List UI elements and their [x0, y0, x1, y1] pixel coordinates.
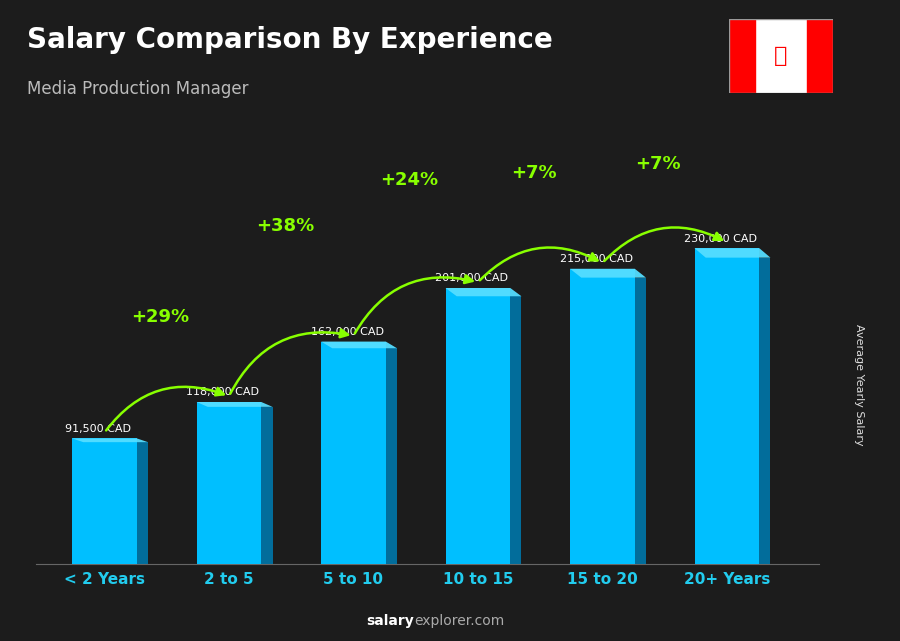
Polygon shape [196, 402, 273, 407]
Text: +7%: +7% [511, 163, 557, 181]
Polygon shape [321, 342, 386, 564]
Text: explorer.com: explorer.com [414, 614, 504, 628]
Polygon shape [570, 269, 646, 278]
Polygon shape [634, 278, 646, 564]
Polygon shape [695, 248, 760, 564]
Polygon shape [72, 438, 137, 564]
Text: salary: salary [366, 614, 414, 628]
Text: 162,000 CAD: 162,000 CAD [310, 327, 383, 337]
Polygon shape [72, 438, 148, 442]
Polygon shape [386, 348, 397, 564]
Text: 215,000 CAD: 215,000 CAD [560, 254, 633, 264]
Polygon shape [321, 342, 397, 348]
Text: 201,000 CAD: 201,000 CAD [436, 273, 508, 283]
Polygon shape [446, 288, 521, 296]
Polygon shape [695, 248, 770, 258]
Polygon shape [261, 407, 273, 564]
Text: +24%: +24% [381, 171, 438, 189]
Polygon shape [137, 442, 148, 564]
Text: 91,500 CAD: 91,500 CAD [65, 424, 131, 434]
Bar [729, 19, 755, 93]
Polygon shape [446, 288, 510, 564]
Text: +38%: +38% [256, 217, 314, 235]
Text: Salary Comparison By Experience: Salary Comparison By Experience [27, 26, 553, 54]
Text: +7%: +7% [635, 154, 681, 172]
Text: 118,000 CAD: 118,000 CAD [186, 387, 259, 397]
Polygon shape [510, 296, 521, 564]
Polygon shape [196, 402, 261, 564]
Text: 🍁: 🍁 [774, 46, 788, 66]
Text: Average Yearly Salary: Average Yearly Salary [854, 324, 865, 445]
Text: Media Production Manager: Media Production Manager [27, 80, 248, 98]
Polygon shape [570, 269, 634, 564]
Bar [806, 19, 832, 93]
Polygon shape [760, 258, 770, 564]
Text: 230,000 CAD: 230,000 CAD [684, 233, 757, 244]
Text: +29%: +29% [131, 308, 190, 326]
